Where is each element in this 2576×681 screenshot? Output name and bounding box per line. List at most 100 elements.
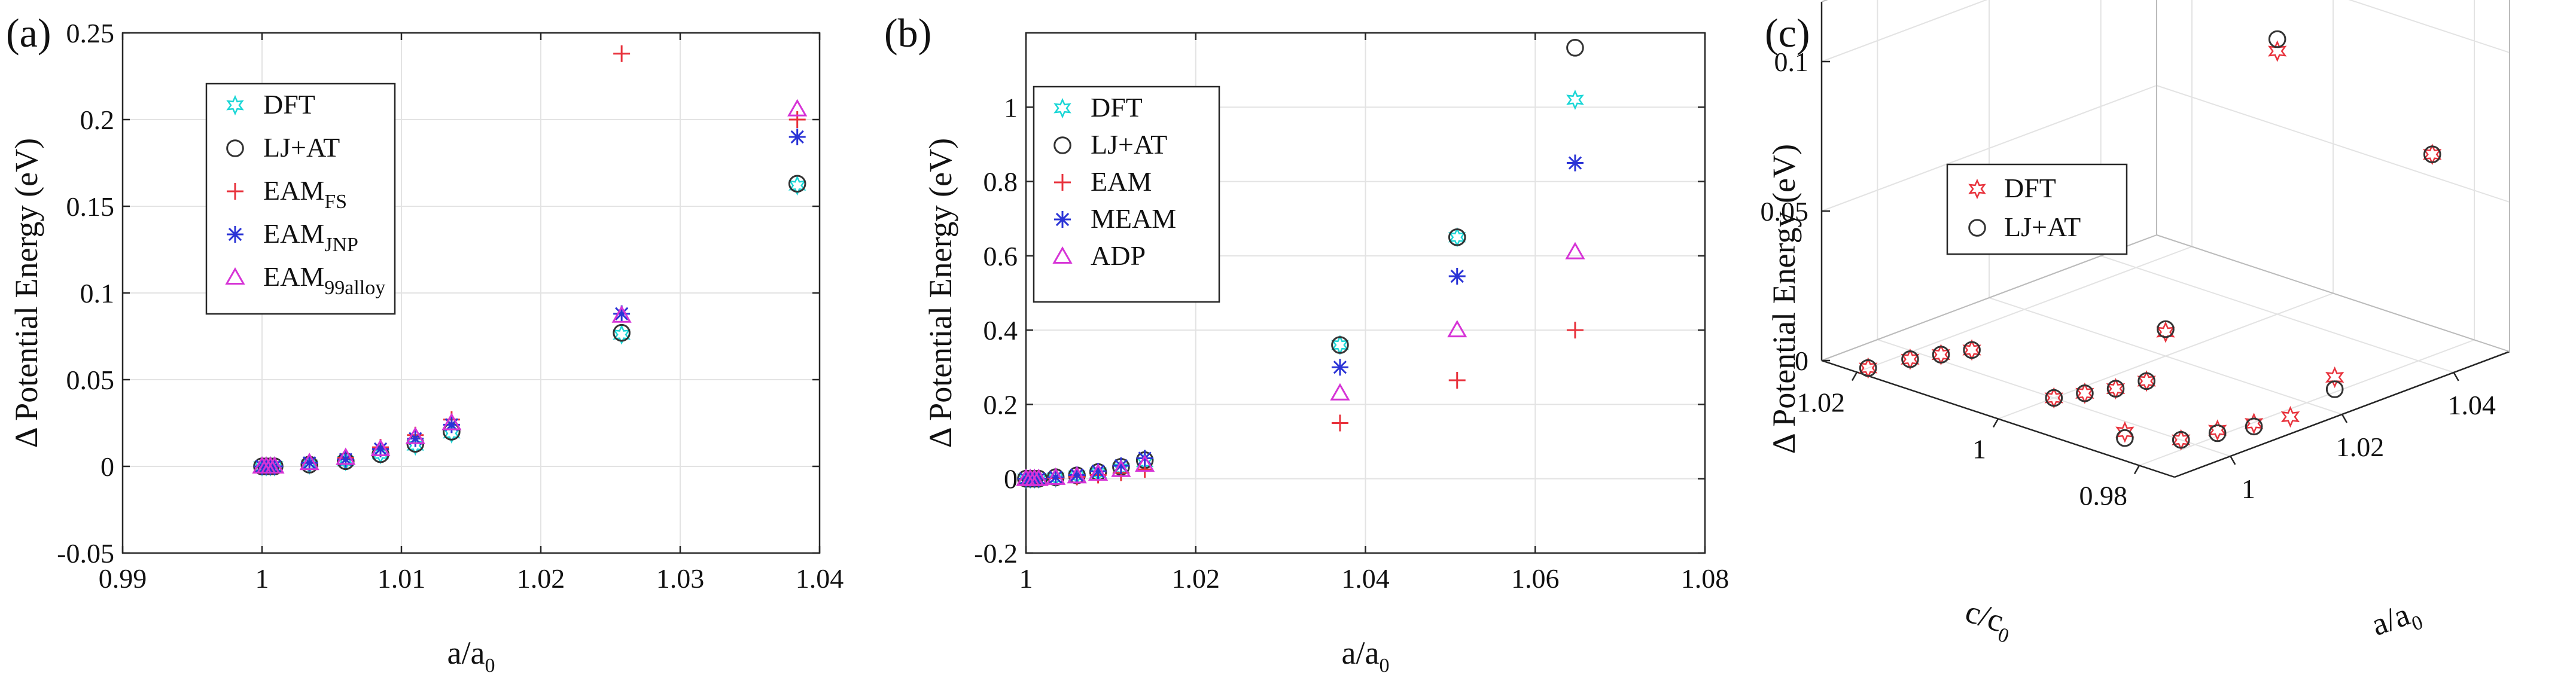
y-tick-label: 1 xyxy=(1004,92,1018,123)
data-point xyxy=(2137,372,2155,390)
y-tick-label: 0.05 xyxy=(66,365,115,395)
panel-label: (b) xyxy=(884,10,931,56)
y-axis-label: Δ Potential Energy (eV) xyxy=(922,138,958,448)
legend-label: DFT xyxy=(2004,173,2056,203)
z-tick-label: 0.1 xyxy=(1774,47,1809,77)
legend-label: DFT xyxy=(1091,92,1143,123)
legend-marker-shape xyxy=(1054,174,1071,191)
data-point-shape xyxy=(1859,359,1877,377)
legend-marker xyxy=(1052,246,1073,264)
data-point-shape xyxy=(2208,424,2227,442)
legend-label: LJ+AT xyxy=(263,132,340,163)
z-tick-label: 0 xyxy=(1795,346,1808,376)
data-point xyxy=(1136,450,1153,467)
data-point-shape xyxy=(299,453,319,471)
x-tick-label: 1.04 xyxy=(2447,390,2496,420)
data-point-shape xyxy=(2044,387,2063,409)
data-point xyxy=(1046,467,1066,485)
data-point-shape xyxy=(788,111,806,128)
panel-b: 1 1.02 1.04 1.06 1.08 -0.2 0 0.2 0.4 0.6 0.8 1 a/a0 Δ… xyxy=(884,10,1729,677)
data-point-shape xyxy=(613,305,631,322)
x-tick-label: 1.08 xyxy=(1681,563,1729,594)
x-tick-label: 1 xyxy=(2242,474,2255,504)
data-point xyxy=(2325,380,2344,398)
x-tick-label: 1 xyxy=(255,563,269,594)
data-point xyxy=(1566,89,1584,111)
data-point xyxy=(264,456,285,474)
legend-marker xyxy=(226,94,244,116)
data-point-shape xyxy=(1566,322,1584,339)
data-point-shape xyxy=(2268,30,2286,48)
x-tick-label: 1.04 xyxy=(796,563,844,594)
legend-marker-shape xyxy=(1053,136,1071,154)
legend-marker-shape xyxy=(225,267,245,285)
data-point xyxy=(1111,459,1131,477)
y-tick-label: 0.15 xyxy=(66,191,115,222)
data-point xyxy=(2268,40,2287,62)
data-point xyxy=(370,438,391,456)
data-point xyxy=(2044,387,2063,409)
data-point-shape xyxy=(1111,459,1131,477)
data-point-shape xyxy=(1901,350,1919,368)
data-point-shape xyxy=(1932,346,1950,364)
data-point xyxy=(1932,346,1950,364)
data-point-shape xyxy=(2075,382,2094,404)
y-tick-label: 0.25 xyxy=(66,18,115,48)
data-point-shape xyxy=(2423,145,2441,164)
x-tick-label: 1.01 xyxy=(377,563,426,594)
data-point-shape xyxy=(2280,406,2300,428)
data-point-shape xyxy=(1112,457,1129,474)
data-point xyxy=(2423,143,2442,166)
y-tick-label: 1 xyxy=(1972,434,1986,465)
legend-marker-shape xyxy=(226,139,244,157)
data-point-shape xyxy=(2137,372,2155,390)
data-point-shape xyxy=(1565,242,1585,259)
data-point-shape xyxy=(336,447,356,465)
x-tick xyxy=(2341,414,2348,423)
data-point xyxy=(1566,154,1584,172)
data-point-shape xyxy=(370,438,391,456)
x-tick-label: 1.02 xyxy=(1172,563,1220,594)
data-point xyxy=(301,454,318,472)
data-point xyxy=(1901,350,1919,368)
data-point-shape xyxy=(1136,450,1153,467)
panel-a: 0.99 1 1.01 1.02 1.03 1.04 -0.05 0 0.05 0.1 0.15 0.… xyxy=(6,10,844,677)
legend-marker-shape xyxy=(1054,211,1071,228)
data-point-shape xyxy=(1447,320,1467,338)
data-point xyxy=(2280,406,2300,428)
y-tick xyxy=(1851,371,1858,381)
z-axis-label: Δ Potential Energy (eV) xyxy=(1766,144,1802,454)
data-point-shape xyxy=(2106,378,2126,400)
data-point xyxy=(407,430,424,447)
data-point-shape xyxy=(2137,370,2156,392)
data-point xyxy=(2245,417,2263,436)
data-point xyxy=(788,175,806,193)
data-point xyxy=(1566,322,1584,339)
data-point xyxy=(1331,414,1348,432)
data-point-shape xyxy=(2325,380,2344,398)
panel-label: (a) xyxy=(6,10,51,56)
backwall-grid-z xyxy=(1821,0,1988,62)
data-point-shape xyxy=(2157,320,2175,338)
data-point-shape xyxy=(2172,429,2191,451)
legend-label: EAMFS xyxy=(263,175,347,213)
sidewall-grid-z xyxy=(2348,0,2510,53)
data-point xyxy=(1331,336,1349,354)
data-point xyxy=(1963,341,1981,359)
legend-label: MEAM xyxy=(1091,203,1176,234)
data-point xyxy=(2325,366,2344,389)
legend-label: EAM99alloy xyxy=(263,261,385,299)
backwall-grid-z xyxy=(1821,85,2157,212)
data-point xyxy=(1047,469,1064,486)
data-point xyxy=(337,451,354,468)
data-point xyxy=(2075,382,2094,404)
data-point xyxy=(1566,39,1584,57)
data-point-shape xyxy=(613,45,631,62)
legend-box xyxy=(205,83,396,315)
data-point-shape xyxy=(1962,339,1981,361)
legend-label: DFT xyxy=(263,89,315,120)
legend-label: EAM xyxy=(1091,166,1152,197)
data-point-shape xyxy=(1331,359,1348,376)
data-point xyxy=(2208,424,2227,442)
y-tick-label: 0.4 xyxy=(983,315,1018,346)
